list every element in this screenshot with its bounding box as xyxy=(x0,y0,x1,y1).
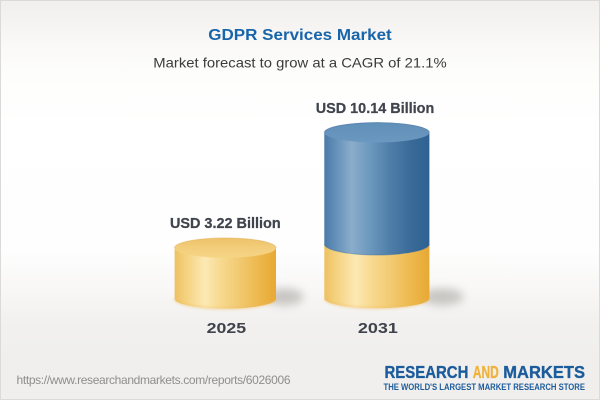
svg-text:Market forecast to grow at a C: Market forecast to grow at a CAGR of 21.… xyxy=(153,55,446,71)
svg-text:THE WORLD'S LARGEST MARKET RES: THE WORLD'S LARGEST MARKET RESEARCH STOR… xyxy=(384,382,586,392)
svg-text:GDPR Services Market: GDPR Services Market xyxy=(208,27,392,44)
svg-text:AND: AND xyxy=(473,362,499,382)
svg-text:MARKETS: MARKETS xyxy=(503,362,585,382)
svg-text:https://www.researchandmarkets: https://www.researchandmarkets.com/repor… xyxy=(17,373,291,387)
svg-text:2025: 2025 xyxy=(207,320,247,337)
svg-text:USD 10.14 Billion: USD 10.14 Billion xyxy=(316,100,435,117)
svg-text:2031: 2031 xyxy=(358,320,398,337)
svg-text:USD 3.22 Billion: USD 3.22 Billion xyxy=(170,215,281,232)
svg-text:RESEARCH: RESEARCH xyxy=(385,362,469,382)
